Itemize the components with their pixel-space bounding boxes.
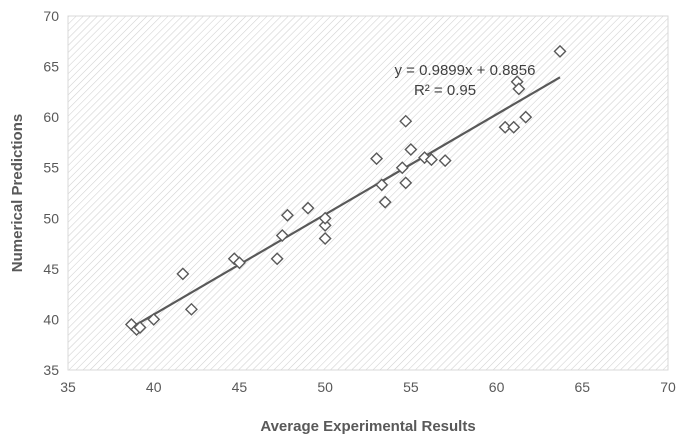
y-tick-label: 40: [43, 311, 59, 327]
data-point: [184, 302, 198, 316]
data-point: [512, 82, 526, 96]
data-point: [270, 252, 284, 266]
x-tick-label: 65: [574, 379, 590, 395]
trendline-equation: y = 0.9899x + 0.8856: [395, 62, 536, 79]
data-point: [498, 120, 512, 134]
trendline: [130, 76, 561, 329]
data-point: [519, 110, 533, 124]
plot-area-hatch: [68, 16, 668, 370]
data-point: [318, 232, 332, 246]
trendline-r-squared: R² = 0.95: [414, 82, 476, 99]
data-point: [176, 267, 190, 281]
y-tick-label: 60: [43, 109, 59, 125]
data-point: [318, 211, 332, 225]
data-point: [280, 208, 294, 222]
data-point: [375, 178, 389, 192]
data-point: [275, 228, 289, 242]
y-axis-title: Numerical Predictions: [9, 114, 26, 272]
data-point: [232, 256, 246, 270]
x-tick-label: 70: [660, 379, 676, 395]
x-tick-label: 50: [317, 379, 333, 395]
data-point: [404, 143, 418, 156]
data-point: [399, 114, 413, 128]
data-point: [553, 44, 567, 58]
data-point: [438, 154, 452, 168]
y-tick-label: 70: [43, 8, 59, 24]
x-axis-title: Average Experimental Results: [260, 418, 475, 435]
data-point: [378, 195, 392, 209]
data-points: [124, 44, 567, 337]
data-point: [318, 218, 332, 232]
data-point: [133, 321, 147, 335]
y-tick-label: 65: [43, 59, 59, 75]
data-point: [301, 201, 315, 215]
plot-area-border: [67, 15, 669, 371]
data-point: [399, 176, 413, 190]
y-axis-ticks: 35 40 45 50 55 60 65 70: [43, 8, 59, 378]
x-tick-label: 60: [489, 379, 505, 395]
data-point: [507, 120, 521, 134]
y-tick-label: 55: [43, 160, 59, 176]
data-point: [370, 152, 384, 166]
x-tick-label: 45: [232, 379, 248, 395]
x-tick-label: 35: [60, 379, 76, 395]
y-tick-label: 35: [43, 362, 59, 378]
data-point: [424, 153, 438, 167]
data-point: [395, 161, 409, 175]
y-tick-label: 50: [43, 210, 59, 226]
x-tick-label: 40: [146, 379, 162, 395]
data-point: [147, 312, 161, 326]
y-tick-label: 45: [43, 261, 59, 277]
x-tick-label: 55: [403, 379, 419, 395]
x-axis-ticks: 35 40 45 50 55 60 65 70: [60, 379, 676, 395]
